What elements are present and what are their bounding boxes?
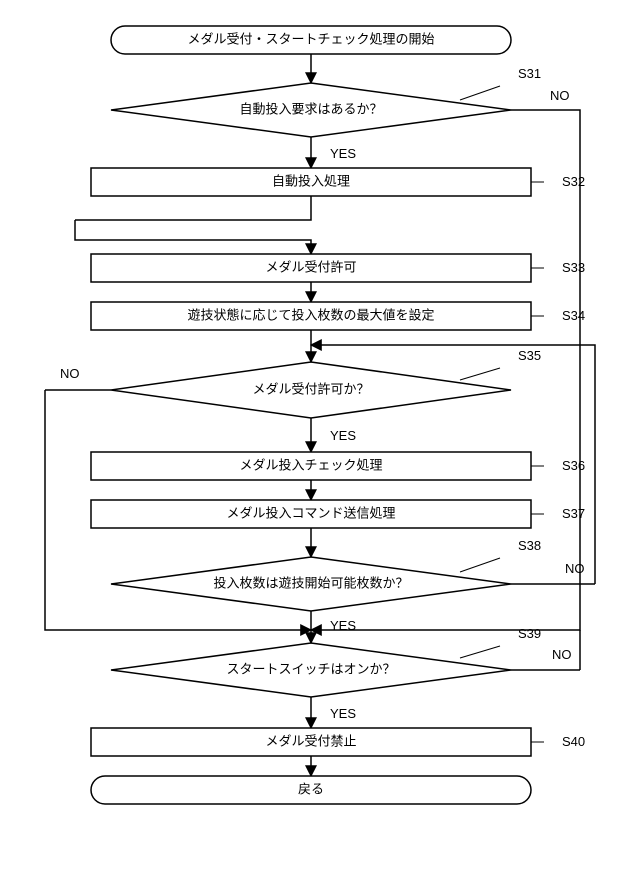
edge-label: NO: [550, 88, 570, 103]
node-p37: メダル投入コマンド送信処理 S37: [91, 500, 585, 528]
edge-label: NO: [565, 561, 585, 576]
edge-label: NO: [552, 647, 572, 662]
step-tag: S35: [518, 348, 541, 363]
step-tag: S39: [518, 626, 541, 641]
node-d38: 投入枚数は遊技開始可能枚数か？ S38: [111, 538, 541, 611]
node-d35: メダル受付許可か？ S35: [111, 348, 541, 418]
node-label: メダル受付許可: [265, 259, 356, 274]
edge-label: YES: [330, 706, 356, 721]
node-start: メダル受付・スタートチェック処理の開始: [111, 26, 511, 54]
edge: [75, 196, 311, 220]
step-tag: S37: [562, 506, 585, 521]
step-tag: S31: [518, 66, 541, 81]
node-p34: 遊技状態に応じて投入枚数の最大値を設定 S34: [91, 302, 585, 330]
step-tag: S32: [562, 174, 585, 189]
node-label: メダル受付禁止: [265, 733, 356, 748]
node-end: 戻る: [91, 776, 531, 804]
node-p33: メダル受付許可 S33: [91, 254, 585, 282]
step-tag: S36: [562, 458, 585, 473]
node-label: メダル受付・スタートチェック処理の開始: [187, 31, 434, 46]
node-label: メダル投入コマンド送信処理: [226, 505, 395, 520]
node-label: メダル投入チェック処理: [239, 457, 382, 472]
node-label: スタートスイッチはオンか？: [226, 661, 395, 676]
nodes-group: メダル受付・スタートチェック処理の開始自動投入要求はあるか？ S31 自動投入処理 S…: [91, 26, 585, 804]
node-label: 遊技状態に応じて投入枚数の最大値を設定: [187, 307, 434, 322]
edge-label: NO: [60, 366, 80, 381]
node-d39: スタートスイッチはオンか？ S39: [111, 626, 541, 697]
edge-label: YES: [330, 146, 356, 161]
edge-label: YES: [330, 428, 356, 443]
step-tag: S33: [562, 260, 585, 275]
node-label: メダル受付許可か？: [252, 381, 369, 396]
step-tag: S40: [562, 734, 585, 749]
flowchart-canvas: YESYESYESYESNONONONOメダル受付・スタートチェック処理の開始自…: [0, 0, 622, 882]
node-p32: 自動投入処理 S32: [91, 168, 585, 196]
node-p40: メダル受付禁止 S40: [91, 728, 585, 756]
node-p36: メダル投入チェック処理 S36: [91, 452, 585, 480]
step-tag: S34: [562, 308, 585, 323]
node-label: 投入枚数は遊技開始可能枚数か？: [213, 575, 408, 590]
step-tag: S38: [518, 538, 541, 553]
node-label: 自動投入要求はあるか？: [239, 101, 382, 116]
node-label: 戻る: [298, 781, 324, 796]
node-d31: 自動投入要求はあるか？ S31: [111, 66, 541, 137]
node-label: 自動投入処理: [272, 173, 350, 188]
edge: [75, 220, 311, 254]
